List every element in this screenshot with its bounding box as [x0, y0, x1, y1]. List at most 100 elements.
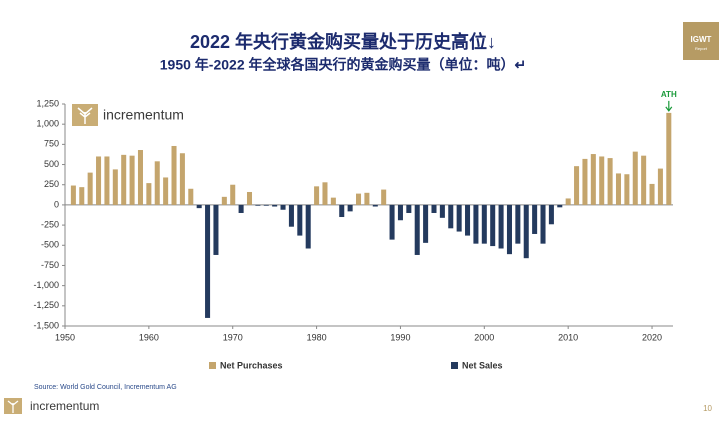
bar: [473, 204, 479, 244]
y-tick-label: 1,250: [36, 98, 59, 108]
logo-text: incrementum: [30, 399, 99, 413]
bar: [171, 145, 177, 205]
bar: [314, 186, 320, 205]
bar: [154, 161, 160, 205]
bar: [121, 154, 127, 205]
bar: [456, 204, 462, 232]
bar: [666, 112, 672, 205]
bar: [565, 198, 571, 205]
x-tick-label: 1990: [390, 332, 410, 342]
y-tick-label: -1,250: [33, 300, 59, 310]
bar: [213, 204, 219, 255]
bar: [288, 204, 294, 227]
bar: [238, 204, 244, 213]
bar: [607, 158, 613, 205]
bar: [339, 204, 345, 218]
y-tick-label: 500: [44, 159, 59, 169]
bar: [79, 187, 85, 205]
bar: [347, 204, 353, 212]
bar: [590, 154, 596, 205]
bar: [657, 168, 663, 205]
bar: [582, 158, 588, 205]
bar: [498, 204, 504, 249]
bar: [364, 192, 370, 205]
bar: [481, 204, 487, 244]
bar: [389, 204, 395, 240]
annotation: ATH: [661, 90, 677, 99]
bar: [188, 188, 194, 205]
bar: [423, 204, 429, 243]
x-tick-label: 2010: [558, 332, 578, 342]
badge-title: IGWT: [691, 35, 712, 44]
bar: [330, 197, 336, 205]
y-tick-label: 750: [44, 139, 59, 149]
legend-label: Net Purchases: [220, 360, 283, 370]
footer-logo: incrementum: [4, 398, 99, 414]
bar: [146, 183, 152, 205]
bar: [490, 204, 496, 247]
badge-subtitle: Report: [695, 46, 708, 51]
source: Source: World Gold Council, Incrementum …: [34, 384, 177, 391]
x-tick-label: 1950: [55, 332, 75, 342]
badge: IGWT Report: [683, 22, 719, 60]
logo-tree: [77, 107, 93, 124]
x-tick-label: 1980: [307, 332, 327, 342]
bar: [322, 182, 328, 205]
annotation-arrow: [665, 100, 673, 112]
y-tick-label: 1,000: [36, 119, 59, 129]
y-tick-label: -750: [41, 260, 59, 270]
legend-swatch: [209, 362, 216, 369]
bar: [406, 204, 412, 213]
page-number: 10: [703, 404, 712, 413]
bar: [305, 204, 311, 249]
bar: [465, 204, 471, 236]
bar: [506, 204, 512, 255]
bar: [632, 151, 638, 205]
y-tick-label: -500: [41, 240, 59, 250]
y-tick-label: 0: [54, 199, 59, 209]
legend-swatch: [451, 362, 458, 369]
bar: [70, 185, 76, 205]
bar: [523, 204, 529, 259]
bar: [272, 204, 278, 207]
x-tick-label: 2000: [474, 332, 494, 342]
bar: [137, 150, 143, 205]
x-tick-label: 1960: [139, 332, 159, 342]
bar: [196, 204, 202, 209]
chart-logo: incrementum: [72, 104, 184, 126]
bar: [163, 177, 169, 205]
bar: [540, 204, 546, 244]
bar: [532, 204, 538, 234]
bar: [615, 173, 622, 205]
bar: [624, 174, 630, 205]
bar: [431, 204, 437, 213]
bar: [641, 155, 647, 205]
bar: [246, 191, 253, 205]
bar: [439, 204, 445, 218]
bar: [280, 204, 286, 210]
bar: [557, 204, 563, 208]
bar: [96, 156, 102, 205]
bar: [381, 189, 387, 205]
y-tick-label: -250: [41, 219, 59, 229]
y-tick-label: 250: [44, 179, 59, 189]
bar: [221, 196, 227, 205]
legend-label: Net Sales: [462, 360, 503, 370]
y-tick-label: -1,000: [33, 280, 59, 290]
bar: [448, 204, 454, 229]
bar: [297, 204, 303, 236]
y-tick-label: -1,500: [33, 320, 59, 330]
bar: [179, 153, 185, 205]
bar: [263, 204, 269, 206]
bar: [599, 156, 605, 205]
bar: [649, 183, 655, 205]
badge-box: [683, 22, 719, 60]
bar: [574, 166, 580, 205]
bar: [112, 169, 118, 205]
x-tick-label: 1970: [223, 332, 243, 342]
bar: [372, 204, 378, 207]
chart-title: 2022 年央行黄金购买量处于历史高位↓: [190, 31, 496, 52]
logo-tree: [7, 400, 19, 413]
bar: [548, 204, 554, 225]
